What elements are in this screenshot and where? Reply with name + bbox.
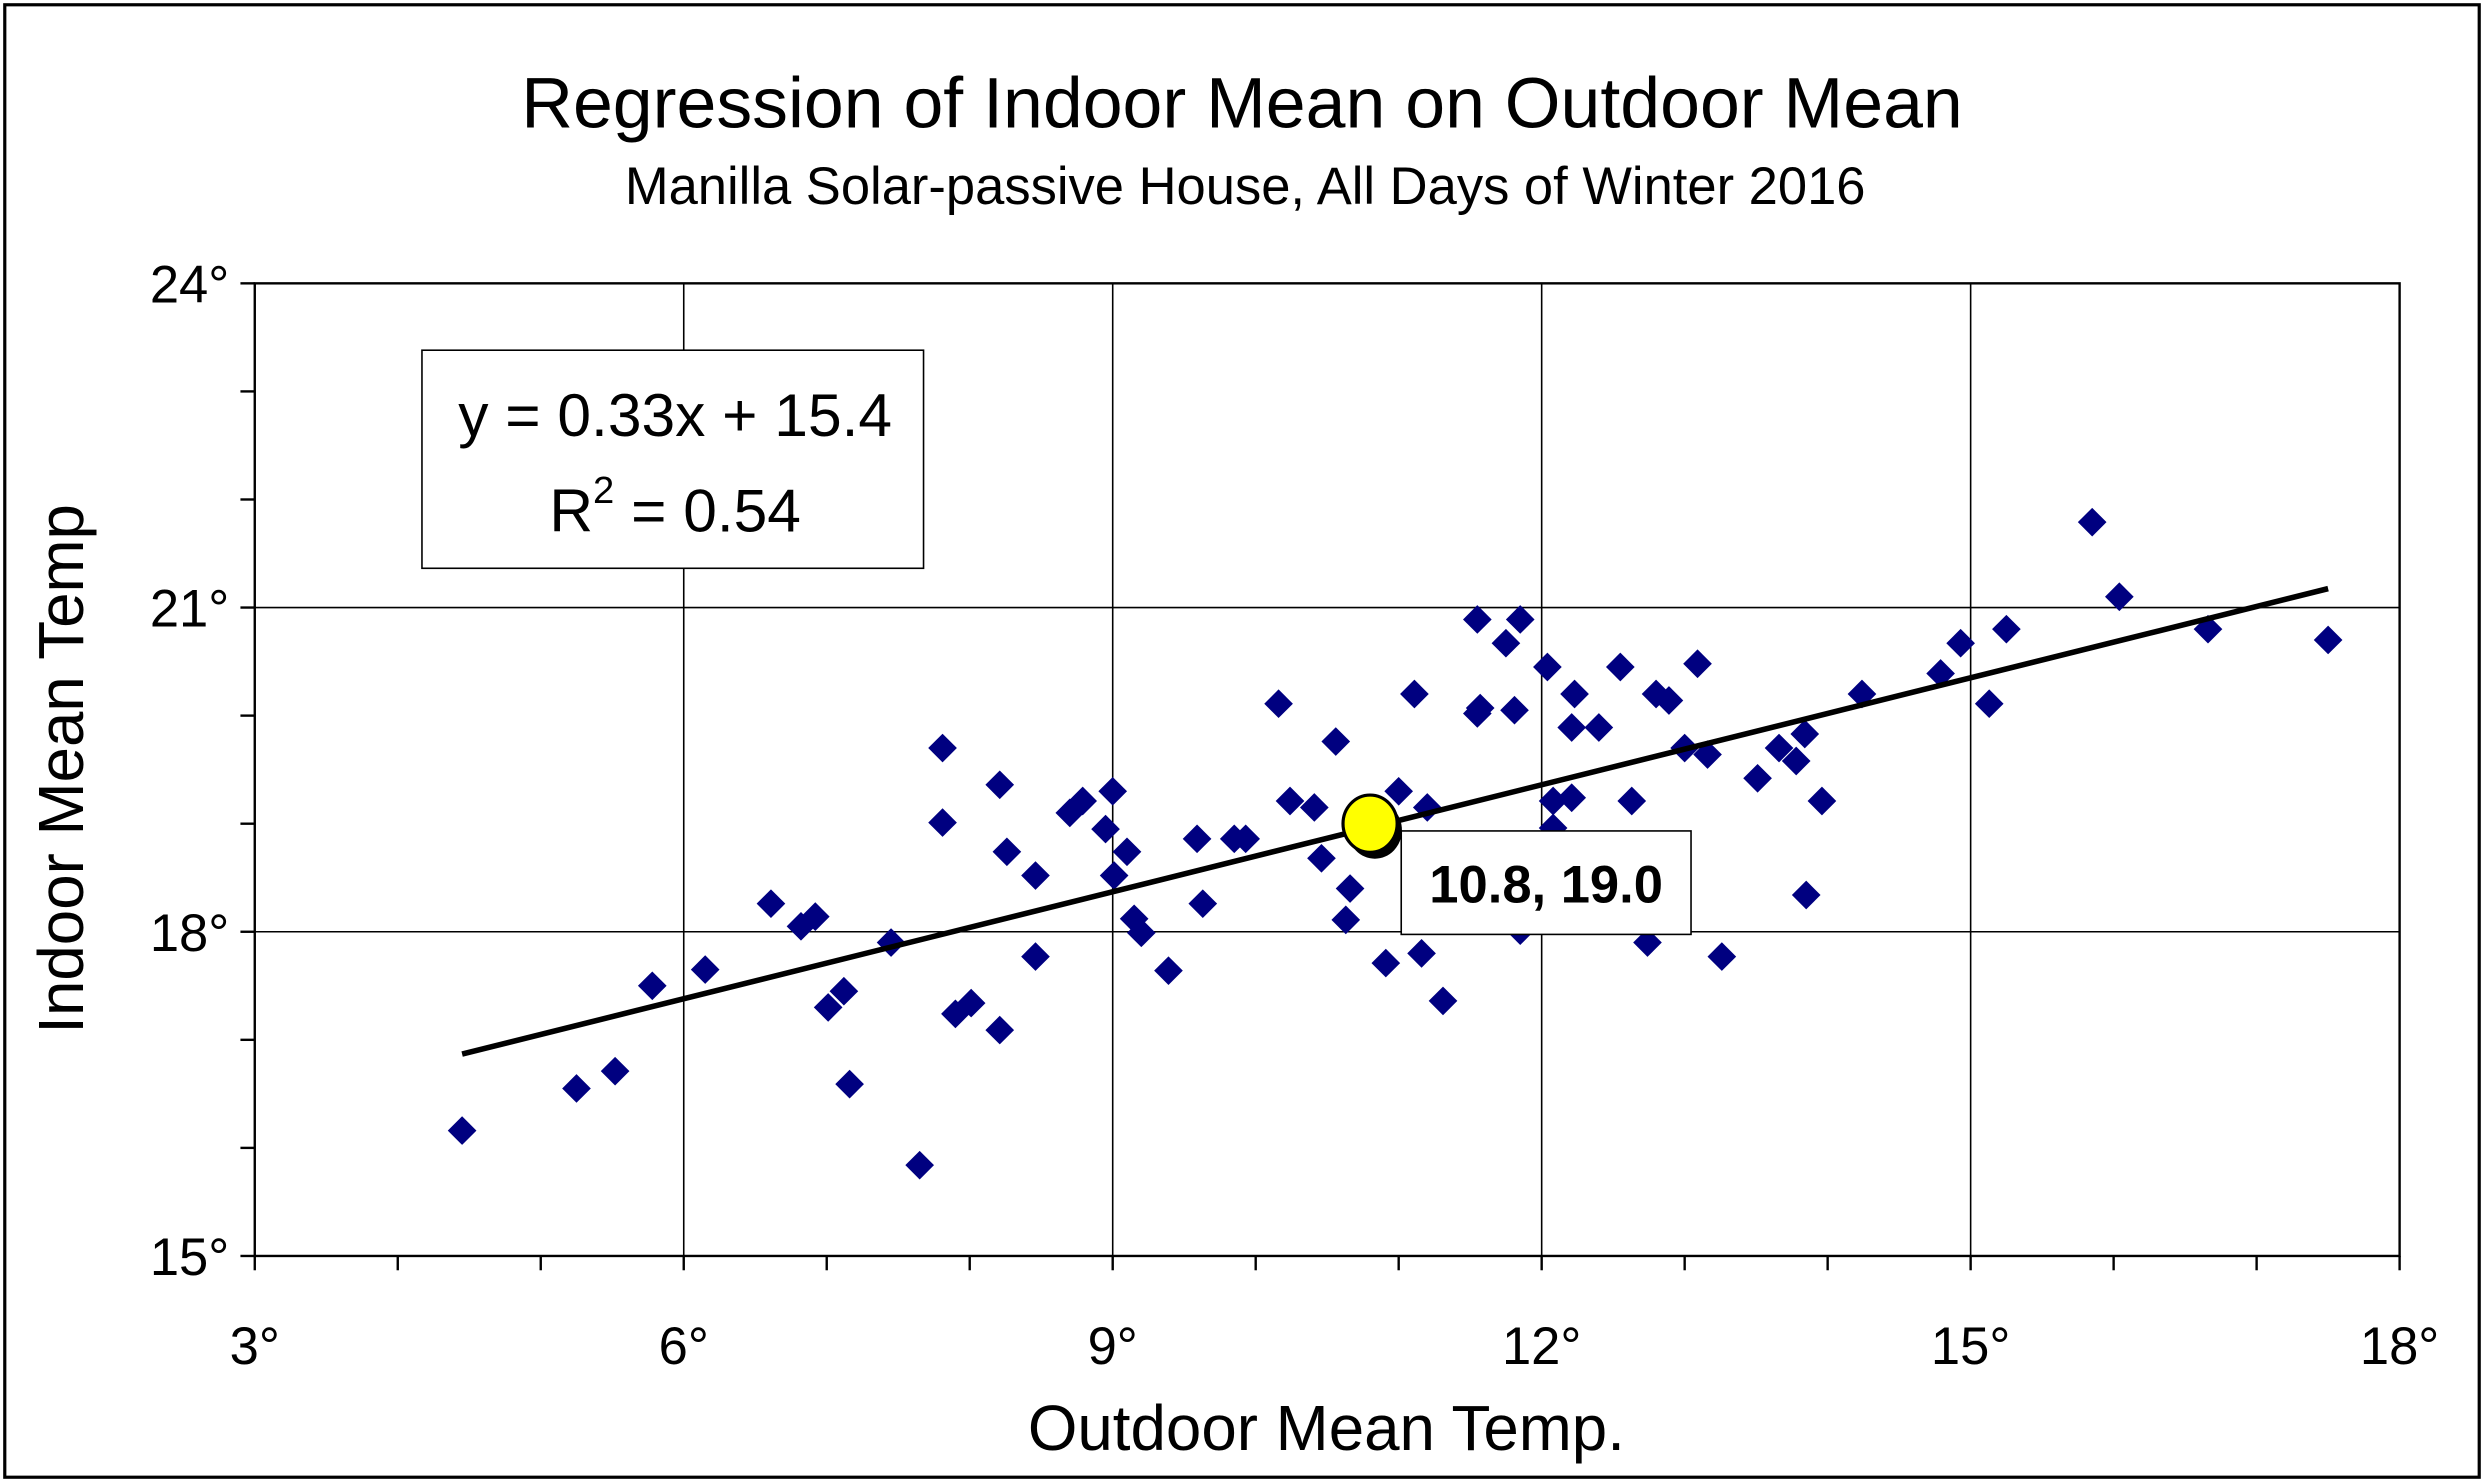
data-point: [1633, 928, 1662, 957]
data-point: [1465, 693, 1495, 723]
data-point: [1654, 686, 1684, 715]
data-point: [1500, 695, 1529, 725]
equation-box: y = 0.33x + 15.4 R2 = 0.54: [421, 349, 925, 570]
data-point: [1371, 948, 1401, 978]
data-point: [800, 902, 830, 931]
data-point: [1384, 776, 1414, 806]
data-point: [1781, 746, 1811, 776]
data-point: [1299, 793, 1329, 822]
data-point: [992, 837, 1022, 867]
data-point: [1533, 652, 1562, 682]
highlight-point: [1341, 793, 1402, 859]
data-point: [1683, 649, 1712, 679]
data-point: [1154, 956, 1183, 985]
data-point: [1605, 652, 1635, 682]
data-point: [1974, 689, 2004, 719]
data-point: [928, 733, 957, 763]
data-point: [813, 993, 843, 1022]
data-point: [2077, 507, 2107, 537]
data-point: [690, 955, 720, 984]
highlight-label-box: 10.8, 19.0: [1400, 830, 1692, 936]
data-point: [1231, 824, 1261, 854]
data-point: [1331, 905, 1361, 935]
data-point: [835, 1069, 864, 1099]
data-point: [1099, 861, 1129, 890]
data-point: [1538, 786, 1568, 816]
data-point: [1275, 786, 1305, 816]
highlight-marker: [1341, 793, 1399, 854]
data-point: [905, 1150, 934, 1180]
x-axis-label: Outdoor Mean Temp.: [1028, 1393, 1625, 1464]
data-point: [786, 912, 816, 941]
data-point: [1560, 679, 1589, 709]
data-point: [928, 808, 957, 837]
data-point: [1707, 942, 1737, 971]
data-point: [829, 976, 859, 1006]
data-point: [1992, 614, 2021, 644]
data-point: [1743, 763, 1772, 793]
data-point: [1188, 889, 1218, 918]
data-point: [562, 1074, 591, 1103]
data-points: [447, 507, 2343, 1180]
x-tick-label: 15°: [1931, 1317, 2010, 1376]
data-point: [1790, 719, 1820, 749]
data-point: [1407, 939, 1436, 968]
data-point: [1068, 786, 1098, 816]
data-point: [956, 988, 986, 1018]
data-point: [985, 770, 1015, 800]
data-point: [637, 971, 667, 1001]
data-point: [1112, 837, 1142, 867]
data-point: [1617, 786, 1647, 816]
data-point: [1182, 824, 1212, 854]
data-point: [1807, 786, 1837, 816]
data-point: [1126, 918, 1156, 948]
r2-value: = 0.54: [614, 477, 801, 545]
data-point: [1584, 713, 1614, 742]
data-point: [2105, 582, 2134, 612]
data-point: [1491, 628, 1521, 658]
data-point: [1335, 874, 1365, 903]
chart-frame: [3, 3, 2481, 1479]
data-point: [1505, 605, 1535, 634]
y-axis-label: Indoor Mean Temp: [26, 504, 97, 1034]
data-point: [1462, 605, 1492, 634]
data-point: [1557, 713, 1587, 742]
highlight-label: 10.8, 19.0: [1429, 856, 1663, 915]
data-point: [1428, 986, 1458, 1016]
y-tick-label: 24°: [150, 255, 229, 314]
equation-text: y = 0.33x + 15.4: [458, 381, 892, 449]
x-tick-label: 9°: [1088, 1317, 1138, 1376]
data-point: [1307, 843, 1336, 873]
data-point: [1091, 814, 1120, 844]
data-point: [1264, 689, 1293, 719]
chart-subtitle: Manilla Solar-passive House, All Days of…: [625, 157, 1866, 216]
data-point: [1946, 628, 1975, 658]
r2-text: R2 = 0.54: [549, 469, 801, 545]
data-point: [1098, 776, 1128, 806]
x-tick-label: 3°: [230, 1317, 280, 1376]
data-point: [1557, 783, 1587, 813]
x-tick-label: 12°: [1502, 1317, 1581, 1376]
y-tick-label: 18°: [150, 904, 229, 963]
data-point: [2313, 625, 2343, 655]
r2-prefix: R: [549, 477, 593, 545]
r2-superscript: 2: [593, 469, 614, 512]
data-point: [1693, 740, 1722, 769]
y-tick-label: 21°: [150, 580, 229, 639]
plot-area: [253, 282, 2401, 1258]
data-point: [447, 1116, 477, 1145]
data-point: [1321, 727, 1351, 756]
data-point: [985, 1015, 1015, 1045]
data-point: [756, 889, 786, 918]
y-tick-label: 15°: [150, 1228, 229, 1287]
x-tick-label: 18°: [2360, 1317, 2439, 1376]
data-point: [1764, 733, 1794, 763]
axis-ticks: 3° 6° 9° 12° 15° 18° 15° 18° 21° 24°: [150, 255, 2439, 1376]
x-tick-label: 6°: [659, 1317, 709, 1376]
data-point: [1791, 880, 1821, 910]
chart-title: Regression of Indoor Mean on Outdoor Mea…: [521, 63, 1963, 143]
data-point: [1400, 679, 1429, 709]
